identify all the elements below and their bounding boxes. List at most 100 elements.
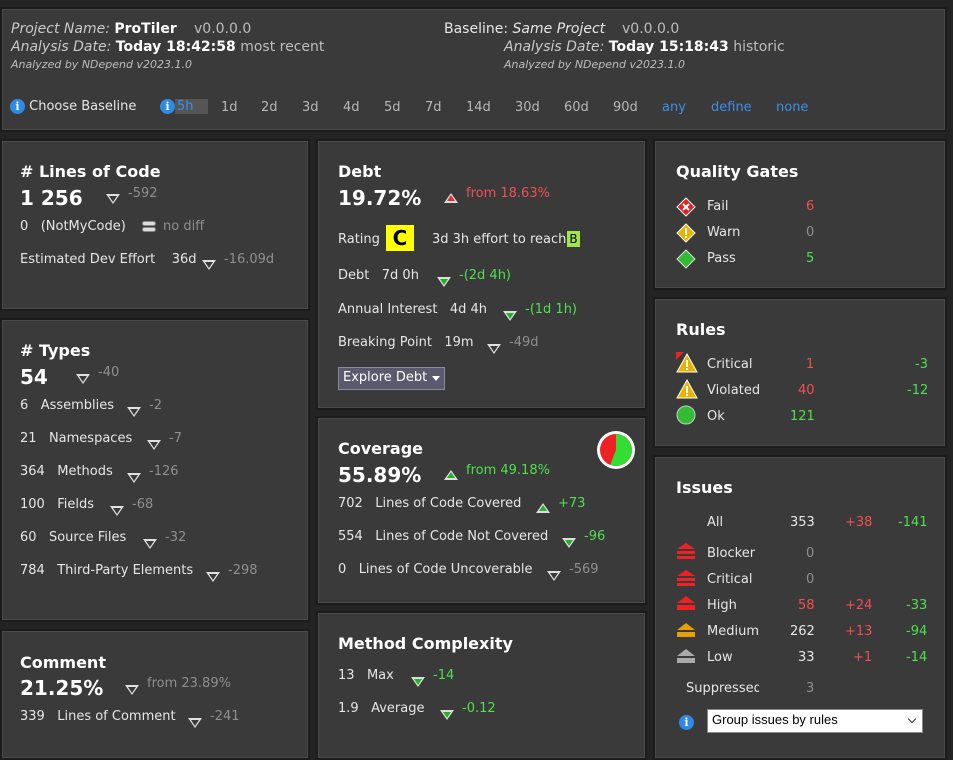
decrease-icon (547, 570, 561, 581)
rule-critical-delta: -3 (915, 357, 928, 372)
types-row-delta: -68 (132, 497, 154, 512)
decrease-icon (127, 406, 141, 417)
decrease-icon (76, 373, 90, 384)
issues-high-plus: +24 (845, 598, 873, 613)
complexity-row-average[interactable]: 1.9 Average (338, 701, 425, 716)
debt-delta: from 18.63% (466, 186, 550, 201)
comment-panel[interactable]: Comment 21.25% from 23.89% 339 Lines of … (0, 629, 310, 760)
rule-critical-value: 1 (806, 357, 815, 372)
increase-icon (536, 502, 550, 513)
types-row-methods[interactable]: 364 Methods (20, 464, 113, 479)
rules-panel[interactable]: Rules Critical 1 -3 Violated 40 -12 Ok 1… (653, 297, 947, 448)
analysis-label: Analysis Date: (11, 39, 112, 55)
types-row-fields[interactable]: 100 Fields (20, 497, 95, 512)
quality-gates-panel[interactable]: Quality Gates Fail 6 Warn 0 Pass 5 (653, 139, 947, 290)
gate-fail-label: Fail (707, 199, 729, 214)
comment-loc-delta: -241 (210, 709, 240, 724)
baseline-30d-option[interactable]: 30d (515, 100, 540, 115)
info-icon: i (10, 99, 25, 114)
coverage-row-not-covered[interactable]: 554 Lines of Code Not Covered (338, 529, 549, 544)
explore-debt-button[interactable]: Explore Debt (338, 367, 445, 390)
gate-warn-label: Warn (707, 225, 741, 240)
complexity-row-max[interactable]: 13 Max (338, 668, 394, 683)
coverage-value: 55.89% (338, 463, 422, 487)
issues-panel[interactable]: Issues All 353 +38 -141 Blocker 0 Critic… (653, 455, 947, 760)
types-row-third-party[interactable]: 784 Third-Party Elements (20, 563, 194, 578)
coverage-pie-icon (596, 430, 636, 474)
baseline-none-link[interactable]: none (776, 100, 809, 115)
loc-panel[interactable]: # Lines of Code 1 256 -592 0 (NotMyCode)… (0, 139, 310, 311)
group-issues-select[interactable]: Group issues by rules (707, 709, 923, 733)
gate-warn-value: 0 (806, 225, 815, 240)
debt-panel[interactable]: Debt 19.72% from 18.63% Rating C 3d 3h e… (316, 139, 647, 410)
baseline-define-link[interactable]: define (711, 100, 752, 115)
coverage-row-delta: +73 (558, 496, 586, 511)
explore-debt-label: Explore Debt (343, 370, 428, 385)
baseline-analyzed-by: Analyzed by NDepend v2023.1.0 (504, 58, 685, 71)
issues-high-minus: -33 (906, 598, 928, 613)
baseline-any-link[interactable]: any (662, 100, 686, 115)
project-name: ProTiler (114, 21, 177, 37)
increase-icon (444, 192, 458, 203)
issues-all-label: All (707, 515, 724, 530)
baseline-14d-option[interactable]: 14d (466, 100, 491, 115)
issues-title: Issues (676, 478, 733, 497)
baseline-analysis-date: Today 15:18:43 (608, 39, 729, 55)
types-row-delta: -126 (149, 464, 179, 479)
interest-value: 4d 4h (449, 302, 487, 317)
coverage-row-delta: -96 (584, 529, 606, 544)
baseline-4d-option[interactable]: 4d (343, 100, 360, 115)
baseline-label: Baseline: (444, 21, 509, 37)
baseline-1d-option[interactable]: 1d (221, 100, 238, 115)
types-row-source-files[interactable]: 60 Source Files (20, 530, 127, 545)
analyzed-by: Analyzed by NDepend v2023.1.0 (11, 58, 192, 71)
info-icon[interactable]: i (679, 715, 694, 730)
baseline-60d-option[interactable]: 60d (564, 100, 589, 115)
decrease-icon (206, 571, 220, 582)
rule-ok-value: 121 (790, 409, 815, 424)
baseline-name: Same Project (512, 21, 606, 37)
loc-value: 1 256 (20, 186, 83, 210)
types-panel[interactable]: # Types 54 -40 6 Assemblies -2 21 Namesp… (0, 318, 310, 622)
types-row-assemblies[interactable]: 6 Assemblies (20, 398, 115, 413)
rule-violated-value: 40 (798, 383, 815, 398)
baseline-analysis-label: Analysis Date: (504, 39, 605, 55)
coverage-row-covered[interactable]: 702 Lines of Code Covered (338, 496, 522, 511)
chevron-down-icon (907, 714, 917, 724)
issues-all-plus: +38 (845, 515, 873, 530)
types-delta: -40 (98, 365, 120, 380)
complexity-panel[interactable]: Method Complexity 13 Max -14 1.9 Average… (316, 611, 647, 760)
issues-high-value: 58 (798, 598, 815, 613)
baseline-3d-option[interactable]: 3d (302, 100, 319, 115)
analysis-note: most recent (240, 39, 325, 55)
decrease-icon (147, 439, 161, 450)
baseline-7d-option[interactable]: 7d (425, 100, 442, 115)
issues-low-value: 33 (798, 650, 815, 665)
baseline-90d-option[interactable]: 90d (613, 100, 638, 115)
baseline-analysis-note: historic (733, 39, 785, 55)
coverage-panel[interactable]: Coverage 55.89% from 49.18% 702 Lines of… (316, 416, 647, 605)
issues-low-label: Low (707, 650, 733, 665)
rule-violated-delta: -12 (907, 383, 929, 398)
choose-baseline[interactable]: i Choose Baseline (10, 99, 136, 114)
equal-icon (142, 221, 156, 237)
comment-loc-value: 339 (20, 709, 45, 724)
suppressed-label: Suppressed (686, 681, 759, 696)
baseline-5h-option[interactable]: i 5h (160, 99, 208, 114)
issues-medium-label: Medium (707, 624, 759, 639)
increase-icon (444, 469, 458, 480)
issues-all-value: 353 (790, 515, 815, 530)
breaking-label: Breaking Point (338, 335, 432, 350)
rating-effort: 3d 3h effort to reach (432, 232, 567, 247)
coverage-title: Coverage (338, 439, 424, 458)
suppressed-value: 3 (806, 681, 815, 696)
baseline-5d-option[interactable]: 5d (384, 100, 401, 115)
baseline-2d-option[interactable]: 2d (261, 100, 278, 115)
high-issue-icon (676, 594, 696, 618)
coverage-row-uncoverable[interactable]: 0 Lines of Code Uncoverable (338, 562, 533, 577)
rule-critical-label: Critical (707, 357, 753, 372)
rule-ok-label: Ok (707, 409, 725, 424)
issues-critical-label: Critical (707, 572, 753, 587)
types-row-namespaces[interactable]: 21 Namespaces (20, 431, 133, 446)
decrease-icon (110, 505, 124, 516)
